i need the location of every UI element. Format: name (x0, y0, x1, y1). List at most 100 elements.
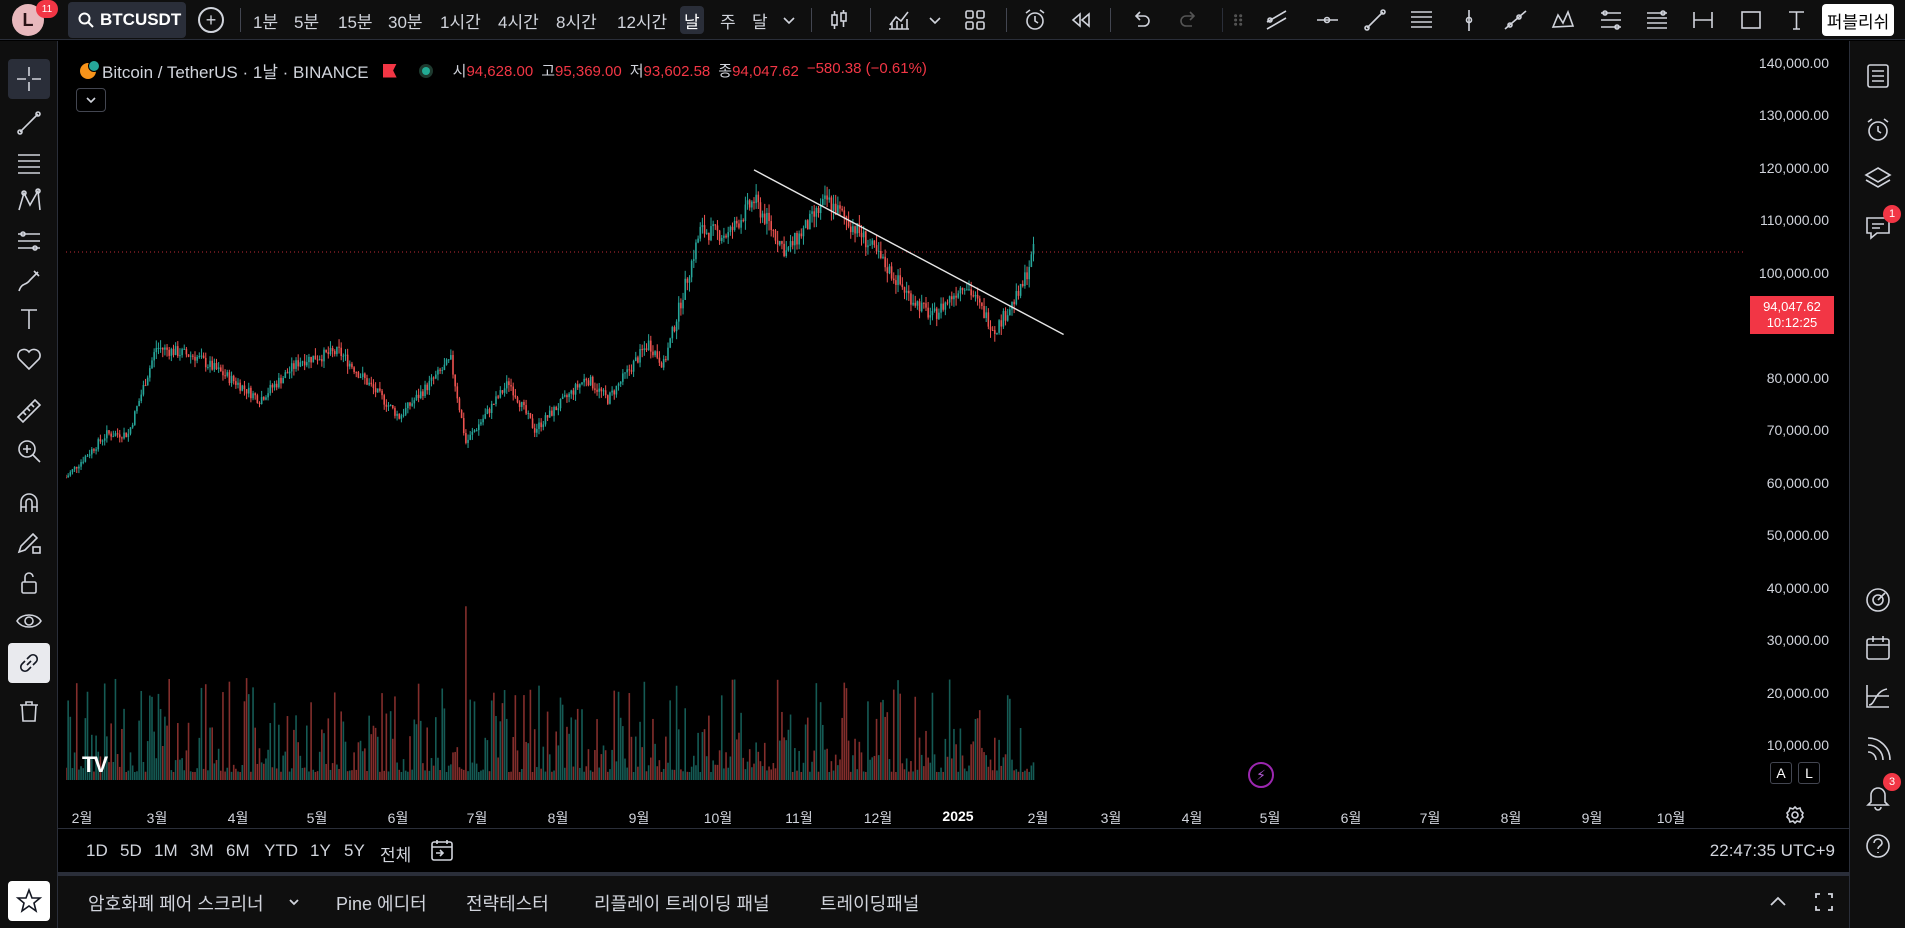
timeframe-15m[interactable]: 15분 (338, 12, 373, 32)
rectangle-tool[interactable] (1736, 6, 1766, 34)
candle-body (303, 361, 306, 366)
range-5d[interactable]: 5D (120, 841, 142, 860)
candle-body (458, 398, 461, 411)
fib-tool[interactable] (8, 143, 50, 183)
remove-drawings[interactable] (8, 691, 50, 731)
notifications-button[interactable]: 3 (1859, 773, 1901, 815)
range-5y[interactable]: 5Y (344, 841, 365, 860)
fib-retracement-tool[interactable] (1406, 6, 1436, 34)
help-button[interactable] (1859, 827, 1897, 865)
price-range-tool[interactable] (1596, 6, 1626, 34)
indicators-dropdown[interactable] (922, 6, 948, 34)
candle-body (381, 390, 383, 396)
axis-settings-button[interactable] (1780, 800, 1810, 830)
timeframe-30m[interactable]: 30분 (388, 12, 423, 32)
undo-button[interactable] (1126, 6, 1156, 34)
watchlist-button[interactable] (1859, 57, 1897, 95)
timeframe-day[interactable]: 날 (680, 6, 704, 34)
legend-collapse-button[interactable] (76, 88, 106, 112)
pattern-tool-left[interactable] (8, 181, 50, 221)
vertical-line-tool[interactable] (1454, 6, 1484, 34)
timeframe-5m[interactable]: 5분 (294, 12, 320, 32)
drag-handle-icon[interactable] (1228, 6, 1250, 34)
zoom-tool[interactable] (8, 431, 50, 471)
projection-tool[interactable] (8, 221, 50, 261)
expand-panel-button[interactable] (1764, 888, 1792, 916)
timeframe-month[interactable]: 달 (752, 12, 768, 32)
candle-body (903, 287, 906, 293)
timeframe-8h[interactable]: 8시간 (556, 12, 597, 32)
alert-button[interactable] (1020, 6, 1050, 34)
compare-symbol-button[interactable]: + (198, 7, 224, 33)
flag-icon[interactable] (382, 63, 397, 78)
timeframe-dropdown[interactable] (776, 6, 802, 34)
screener-dropdown[interactable] (280, 888, 308, 916)
timeframe-12h[interactable]: 12시간 (617, 12, 668, 32)
stay-in-drawing-mode[interactable] (8, 523, 50, 563)
horizontal-ray-tool[interactable] (1312, 6, 1342, 34)
timeframe-1m[interactable]: 1분 (253, 12, 279, 32)
alerts-button[interactable] (1859, 111, 1897, 149)
candle-type-button[interactable] (824, 6, 854, 34)
tab-crypto-screener[interactable]: 암호화폐 페어 스크리너 (88, 894, 264, 914)
hide-drawings[interactable] (8, 601, 50, 641)
range-1y[interactable]: 1Y (310, 841, 331, 860)
clock-timezone[interactable]: 22:47:35 UTC+9 (1709, 841, 1835, 860)
line-tool[interactable] (8, 103, 50, 143)
symbol-title[interactable]: Bitcoin / TetherUS · 1날 · BINANCE (102, 63, 369, 82)
goto-date-button[interactable] (428, 837, 456, 870)
range-1m[interactable]: 1M (154, 841, 178, 860)
layout-button[interactable] (960, 6, 990, 34)
indicators-button[interactable] (884, 6, 914, 34)
volume-bar (684, 708, 686, 780)
tab-replay-trading[interactable]: 리플레이 트레이딩 패널 (594, 894, 770, 914)
range-ytd[interactable]: YTD (264, 841, 298, 860)
timeframe-week[interactable]: 주 (720, 12, 736, 32)
chart-pane[interactable]: Bitcoin / TetherUS · 1날 · BINANCE 시94,62… (66, 48, 1843, 828)
replay-button[interactable] (1066, 6, 1096, 34)
tab-trading-panel[interactable]: 트레이딩패널 (820, 894, 920, 914)
magnet-tool[interactable] (8, 483, 50, 523)
crosshair-tool[interactable] (8, 59, 50, 99)
log-scale-button[interactable]: L (1798, 762, 1820, 784)
chats-button[interactable]: 1 (1859, 205, 1901, 247)
trend-line-tool[interactable] (1360, 6, 1390, 34)
fib-channel-tool[interactable] (1642, 6, 1672, 34)
ray-tool[interactable] (1500, 6, 1530, 34)
timeframe-4h[interactable]: 4시간 (498, 12, 539, 32)
range-3m[interactable]: 3M (190, 841, 214, 860)
tab-pine-editor[interactable]: Pine 에디터 (336, 894, 427, 914)
range-1d[interactable]: 1D (86, 841, 108, 860)
icon-tool[interactable] (8, 339, 50, 379)
redo-button[interactable] (1174, 6, 1204, 34)
date-range-tool[interactable] (1688, 6, 1718, 34)
object-tree-button[interactable] (1859, 159, 1897, 197)
volume-bar (525, 741, 527, 780)
pattern-tool[interactable] (1548, 6, 1578, 34)
tradingview-logo[interactable]: TV (82, 752, 108, 777)
sync-drawings[interactable] (8, 643, 50, 683)
volume-bar (583, 771, 585, 780)
brush-tool[interactable] (8, 261, 50, 301)
maximize-panel-button[interactable] (1810, 888, 1838, 916)
lock-drawings[interactable] (8, 563, 50, 603)
options-button[interactable] (1859, 677, 1897, 715)
measure-tool[interactable] (8, 391, 50, 431)
auto-scale-button[interactable]: A (1770, 762, 1792, 784)
timeframe-1h[interactable]: 1시간 (440, 12, 481, 32)
range-6m[interactable]: 6M (226, 841, 250, 860)
text-tool-left[interactable] (8, 299, 50, 339)
favorites-button[interactable] (8, 881, 50, 921)
streams-button[interactable] (1859, 731, 1897, 769)
text-tool[interactable] (1782, 6, 1812, 34)
symbol-search-button[interactable]: BTCUSDT (68, 2, 186, 38)
ideas-button[interactable] (1859, 581, 1897, 619)
publish-button[interactable]: 퍼블리쉬 (1822, 4, 1894, 36)
parallel-channel-tool[interactable] (1262, 6, 1292, 34)
range-all[interactable]: 전체 (380, 846, 412, 865)
calendar-button[interactable] (1859, 629, 1897, 667)
price-chart[interactable] (66, 48, 1843, 828)
tab-strategy-tester[interactable]: 전략테스터 (466, 894, 549, 914)
volume-bar (1032, 762, 1035, 780)
lightning-icon[interactable]: ⚡ (1248, 762, 1274, 788)
